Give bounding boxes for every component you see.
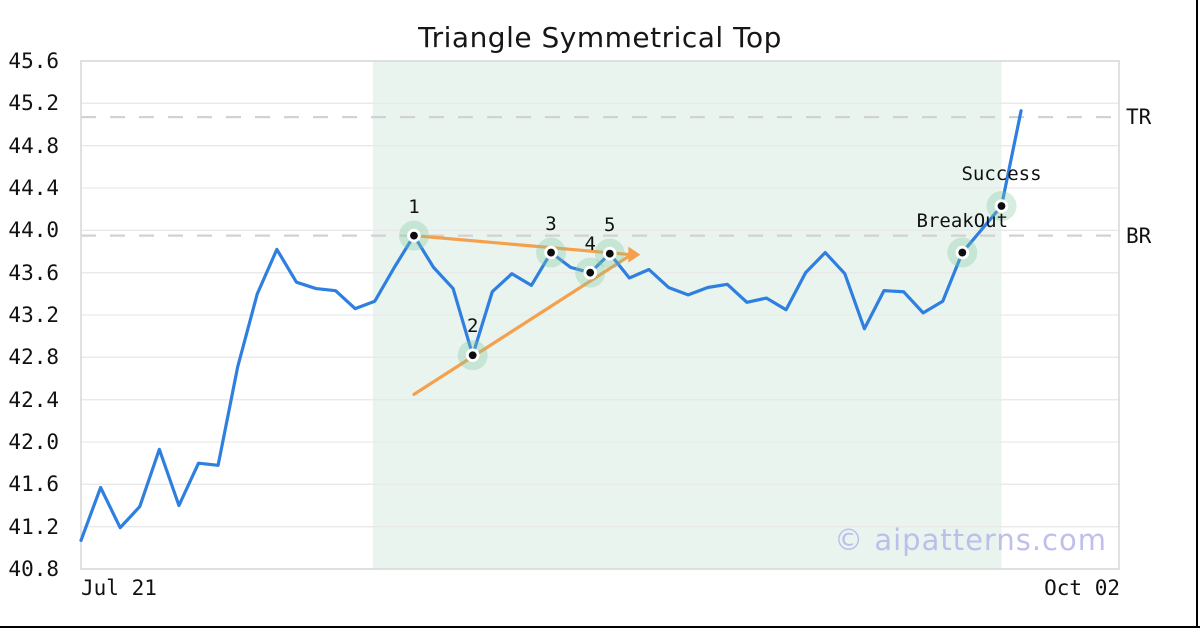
y-tick-label: 40.8 [8,557,59,581]
watermark: © aipatterns.com [834,523,1107,557]
marker-dot [468,351,477,360]
pattern-label-breakout: BreakOut [916,209,1009,232]
y-tick-label: 44.8 [8,133,59,158]
marker-dot [410,231,418,240]
pattern-label-success: Success [961,162,1042,185]
y-tick-label: 42.0 [8,430,59,454]
x-tick-label-start: Jul 21 [81,576,157,600]
y-tick-label: 41.2 [8,514,59,539]
marker-dot [997,202,1006,210]
chart-title: Triangle Symmetrical Top [418,21,782,54]
pattern-label-4: 4 [584,232,596,255]
pattern-label-1: 1 [408,195,420,218]
bottom-edge-line [0,626,1200,628]
pattern-label-3: 3 [545,212,557,235]
y-tick-label: 43.2 [8,303,59,327]
marker-dot [586,268,595,277]
marker-dot [605,249,614,258]
x-tick-label-end: Oct 02 [1044,576,1120,600]
triangle-apex-arrow-icon [628,246,641,263]
level-label-br: BR [1126,223,1152,248]
pattern-label-2: 2 [466,315,479,338]
y-tick-label: 45.2 [8,91,59,116]
pattern-label-5: 5 [604,213,616,236]
y-tick-label: 44.0 [8,218,59,243]
y-tick-label: 43.6 [8,260,59,285]
upper-trendline [412,234,633,257]
y-tick-label: 42.8 [8,345,59,370]
marker-dot [958,248,967,257]
y-tick-label: 42.4 [8,387,59,412]
y-tick-label: 44.4 [8,176,59,200]
lower-trendline [412,253,633,396]
plot-border [80,60,1120,570]
marker-dot [547,248,555,257]
right-edge-line [1196,0,1198,628]
y-tick-label: 41.6 [8,472,59,497]
y-tick-label: 45.6 [8,49,59,73]
level-label-tr: TR [1126,105,1152,130]
